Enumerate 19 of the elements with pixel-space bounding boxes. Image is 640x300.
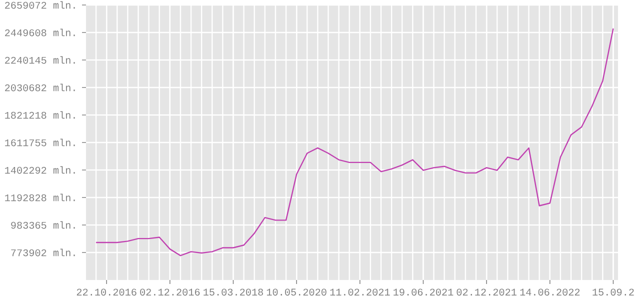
x-tick-label: 02.12.2016 [140,288,200,296]
y-tick-label: 1821218 mln. [5,111,75,119]
y-tick-label: 773902 mln. [11,248,75,256]
x-tick-label: 14.06.2022 [520,288,580,296]
x-tick-label: 11.02.2021 [330,288,390,296]
x-tick-label: 02.12.2021 [456,288,516,296]
y-tick-label: 2030682 mln. [5,84,75,92]
x-tick-label: 19.06.2021 [394,288,454,296]
y-tick-label: 1402292 mln. [5,166,75,174]
x-tick-label: 22.10.2016 [76,288,136,296]
y-tick-label: 983365 mln. [11,221,75,229]
y-tick-label: 2449608 mln. [5,28,75,36]
y-tick-label: 1192828 mln. [5,194,75,202]
x-tick-label: 15.03.2018 [204,288,263,296]
y-tick-label: 2240145 mln. [5,56,75,64]
y-tick-label: 1611755 mln. [5,138,75,146]
x-tick-label: 10.05.2020 [266,288,326,296]
x-tick-label: 15.09.2 [592,288,634,296]
y-tick-label: 2659072 mln. [5,1,75,9]
